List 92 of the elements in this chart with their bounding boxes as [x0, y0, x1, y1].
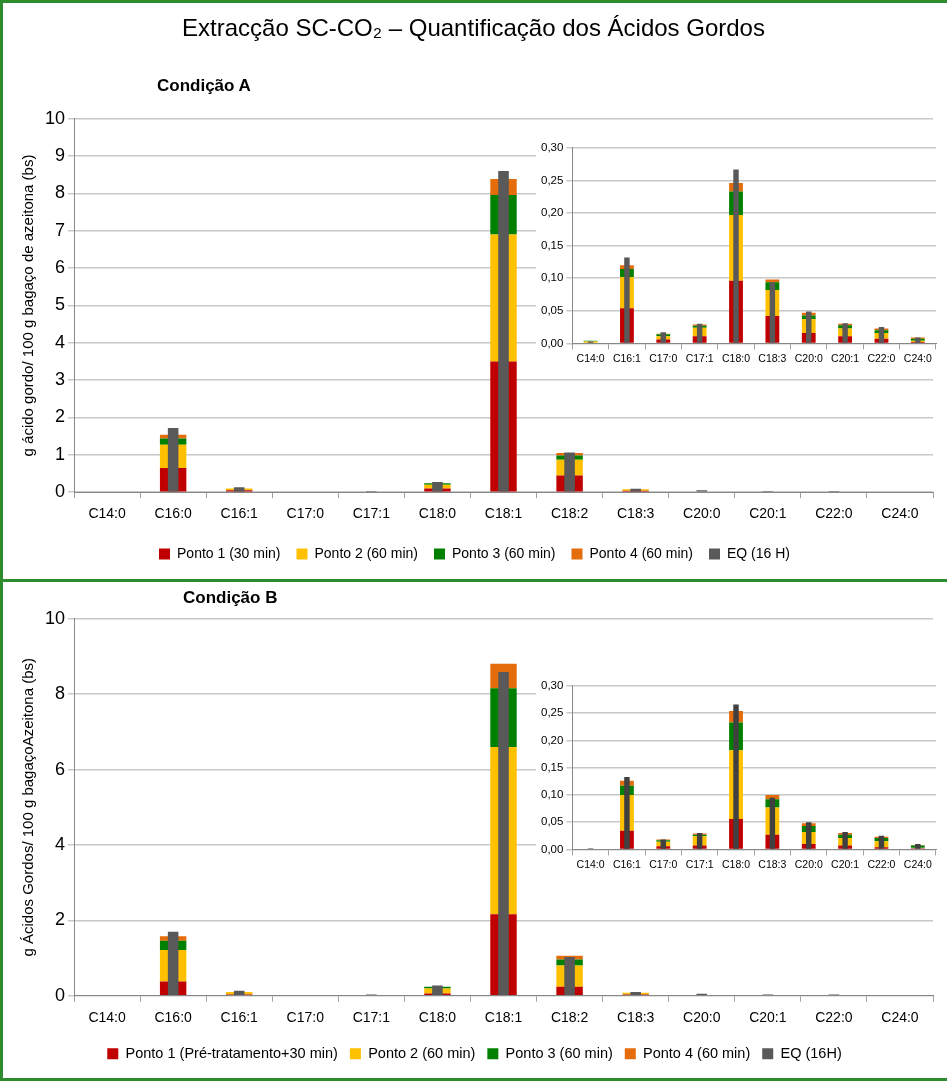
y-tick-label: 0,30	[540, 679, 564, 692]
x-tick-label: C20:0	[683, 1008, 721, 1025]
y-tick-label: 0	[55, 984, 66, 1005]
x-tick-label: C16:1	[612, 857, 642, 870]
x-tick-label: C18:3	[616, 1008, 655, 1025]
x-tick-label: C24:0	[881, 1008, 919, 1025]
y-tick-label: 2	[55, 406, 66, 427]
x-tick-label: C20:0	[794, 351, 823, 364]
x-tick-label: C18:3	[758, 351, 787, 364]
x-tick-label: C18:0	[418, 505, 457, 522]
x-tick-label: C17:1	[352, 505, 391, 522]
legend-label: Ponto 2 (60 min)	[314, 544, 418, 561]
x-tick-label: C16:0	[154, 1008, 193, 1025]
x-tick-label: C16:1	[612, 351, 642, 364]
x-tick-label: C14:0	[576, 351, 605, 364]
legend-label: Ponto 4 (60 min)	[589, 544, 693, 561]
y-tick-label: 10	[44, 107, 66, 128]
x-tick-label: C18:0	[721, 351, 751, 364]
y-tick-label: 0,15	[540, 760, 564, 773]
y-tick-label: 0,10	[540, 271, 564, 284]
y-axis-title: g ácido gordo/ 100 g bagaço de azeitona (bs)	[19, 154, 37, 457]
y-tick-label: 0,25	[540, 173, 564, 186]
x-tick-label: C18:2	[550, 505, 589, 522]
y-axis-title: g Ácidos Gordos/ 100 g bagaçoAzeitona (bs)	[19, 657, 37, 957]
y-tick-label: 0,05	[540, 303, 564, 316]
x-tick-label: C16:0	[154, 505, 193, 522]
legend-label: Ponto 1 (30 min)	[177, 544, 281, 561]
x-tick-label: C24:0	[903, 857, 932, 870]
y-tick-label: 0,00	[540, 842, 564, 855]
x-tick-label: C24:0	[881, 505, 919, 522]
x-tick-label: C18:0	[721, 857, 751, 870]
x-tick-label: C17:1	[685, 857, 714, 870]
x-tick-label: C18:3	[616, 505, 655, 522]
x-tick-label: C14:0	[576, 857, 605, 870]
y-tick-label: 6	[55, 758, 66, 779]
x-tick-label: C14:0	[88, 505, 126, 522]
x-tick-label: C18:3	[758, 857, 787, 870]
x-tick-label: C17:1	[685, 351, 714, 364]
x-tick-label: C17:0	[286, 1008, 325, 1025]
y-tick-label: 4	[55, 331, 66, 352]
x-tick-label: C20:1	[831, 857, 860, 870]
x-tick-label: C18:2	[550, 1008, 589, 1025]
x-tick-label: C22:0	[815, 505, 853, 522]
y-tick-label: 3	[55, 369, 66, 390]
y-tick-label: 0	[55, 481, 66, 502]
y-tick-label: 10	[44, 607, 66, 628]
y-tick-label: 4	[55, 833, 66, 854]
x-tick-label: C24:0	[903, 351, 932, 364]
legend-label: EQ (16 H)	[726, 544, 790, 561]
x-tick-label: C17:0	[286, 505, 325, 522]
x-tick-label: C16:1	[220, 1008, 259, 1025]
x-tick-label: C16:1	[220, 505, 259, 522]
legend-label: Ponto 2 (60 min)	[368, 1044, 476, 1061]
x-tick-label: C22:0	[867, 857, 896, 870]
y-tick-label: 1	[55, 443, 66, 464]
chart-title: Extracção SC-CO₂ – Quantificação dos Ácidos Gordos	[181, 14, 766, 42]
y-tick-label: 0,20	[540, 733, 564, 746]
y-tick-label: 7	[55, 219, 66, 240]
x-tick-label: C18:1	[484, 1008, 523, 1025]
legend-label: EQ (16H)	[780, 1044, 842, 1061]
chart-subtitle: Condição B	[183, 588, 278, 608]
y-tick-label: 5	[55, 294, 66, 315]
chart-subtitle: Condição A	[157, 76, 251, 96]
legend-label: Ponto 3 (60 min)	[451, 544, 556, 561]
x-tick-label: C18:1	[484, 505, 523, 522]
y-tick-label: 2	[55, 909, 66, 930]
x-tick-label: C17:1	[352, 1008, 391, 1025]
x-tick-label: C20:1	[749, 1008, 787, 1025]
y-tick-label: 0,25	[540, 706, 564, 719]
legend-label: Ponto 1 (Pré-tratamento+30 min)	[125, 1044, 338, 1061]
x-tick-label: C22:0	[815, 1008, 853, 1025]
legend-label: Ponto 3 (60 min)	[505, 1044, 613, 1061]
y-tick-label: 0,30	[540, 141, 564, 154]
legend-label: Ponto 4 (60 min)	[643, 1044, 751, 1061]
y-tick-label: 9	[55, 145, 66, 166]
x-tick-label: C20:0	[683, 505, 721, 522]
y-tick-label: 8	[55, 182, 66, 203]
y-tick-label: 8	[55, 683, 66, 704]
x-tick-label: C14:0	[88, 1008, 126, 1025]
y-tick-label: 0,15	[540, 238, 564, 251]
y-tick-label: 0,20	[540, 206, 564, 219]
y-tick-label: 0,00	[540, 336, 564, 349]
x-tick-label: C17:0	[649, 857, 678, 870]
x-tick-label: C18:0	[418, 1008, 457, 1025]
x-tick-label: C20:0	[794, 857, 823, 870]
x-tick-label: C20:1	[831, 351, 860, 364]
x-tick-label: C22:0	[867, 351, 896, 364]
x-tick-label: C20:1	[749, 505, 787, 522]
y-tick-label: 0,05	[540, 815, 564, 828]
y-tick-label: 0,10	[540, 788, 564, 801]
x-tick-label: C17:0	[649, 351, 678, 364]
y-tick-label: 6	[55, 257, 66, 278]
